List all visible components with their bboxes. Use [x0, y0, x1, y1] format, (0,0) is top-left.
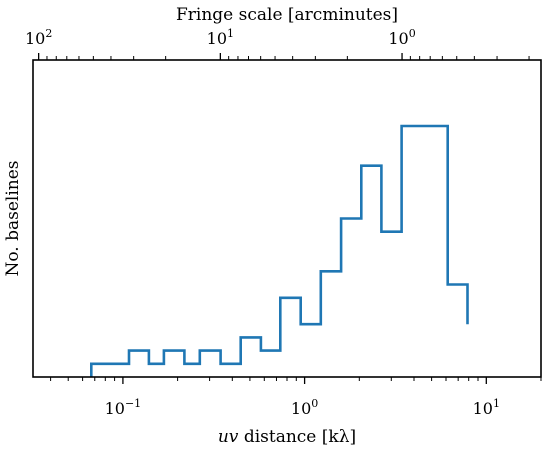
top-tick-labels: 102 101 100 — [25, 27, 416, 48]
y-axis-title: No. baselines — [3, 160, 23, 276]
histogram-bin — [341, 219, 361, 378]
histogram-bin — [184, 364, 199, 377]
top-axis-title: Fringe scale [arcminutes] — [176, 5, 398, 25]
histogram-step-line — [90, 124, 469, 377]
x-tick-label: 100 — [291, 397, 318, 418]
histogram-bin — [91, 364, 129, 377]
top-tick-label: 100 — [388, 27, 415, 48]
histogram-bin — [448, 285, 468, 378]
histogram-bin — [321, 271, 341, 377]
histogram-bin — [428, 126, 448, 377]
bottom-tick-labels: 10−1 100 101 — [105, 397, 500, 418]
histogram-bin — [149, 364, 164, 377]
histogram-bin — [280, 298, 300, 377]
histogram-bin — [261, 351, 280, 377]
histogram-bin — [381, 232, 401, 377]
bottom-axis-ticks — [50, 377, 542, 384]
x-tick-label: 10−1 — [105, 397, 142, 418]
top-tick-label: 102 — [25, 27, 52, 48]
histogram-bin — [402, 126, 429, 377]
histogram-bin — [361, 166, 381, 377]
histogram-bin — [241, 337, 261, 377]
histogram-bin — [200, 351, 221, 377]
histogram-bin — [129, 351, 149, 377]
top-axis-ticks — [38, 53, 530, 60]
x-axis-title-italic: uv — [218, 427, 239, 447]
top-tick-label: 101 — [207, 27, 234, 48]
x-tick-label: 101 — [473, 397, 500, 418]
histogram-bin — [301, 324, 321, 377]
x-axis-title: uv distance [kλ] — [218, 427, 356, 447]
histogram-bin — [164, 351, 185, 377]
x-axis-title-rest: distance [kλ] — [238, 427, 356, 447]
histogram-bin — [221, 364, 241, 377]
